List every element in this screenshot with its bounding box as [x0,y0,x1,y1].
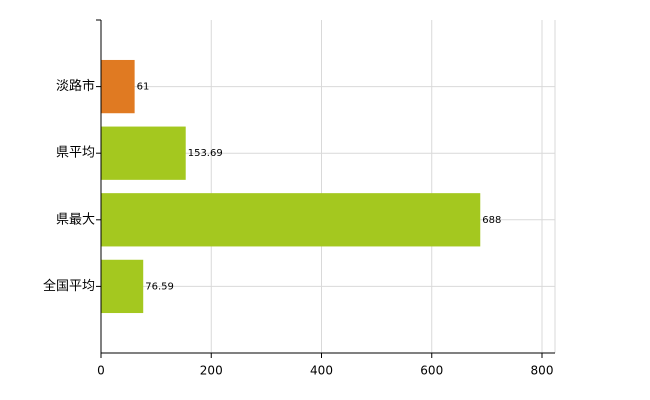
x-tick-label: 600 [420,364,443,378]
data-label: 153.69 [188,148,223,159]
y-tick-label: 全国平均 [43,278,95,294]
x-tick-label: 800 [531,364,554,378]
x-tick-label: 400 [310,364,333,378]
bar [101,193,481,247]
bar [101,59,135,114]
x-tick-label: 0 [97,364,105,378]
bar [101,126,186,180]
x-tick-label: 200 [200,364,223,378]
y-tick-label: 県最大 [56,212,95,227]
bar [101,259,144,314]
data-label: 76.59 [145,281,174,292]
y-tick-label: 県平均 [56,146,95,161]
data-label: 61 [137,82,150,93]
y-tick-label: 淡路市 [56,78,95,94]
data-label: 688 [482,215,501,226]
